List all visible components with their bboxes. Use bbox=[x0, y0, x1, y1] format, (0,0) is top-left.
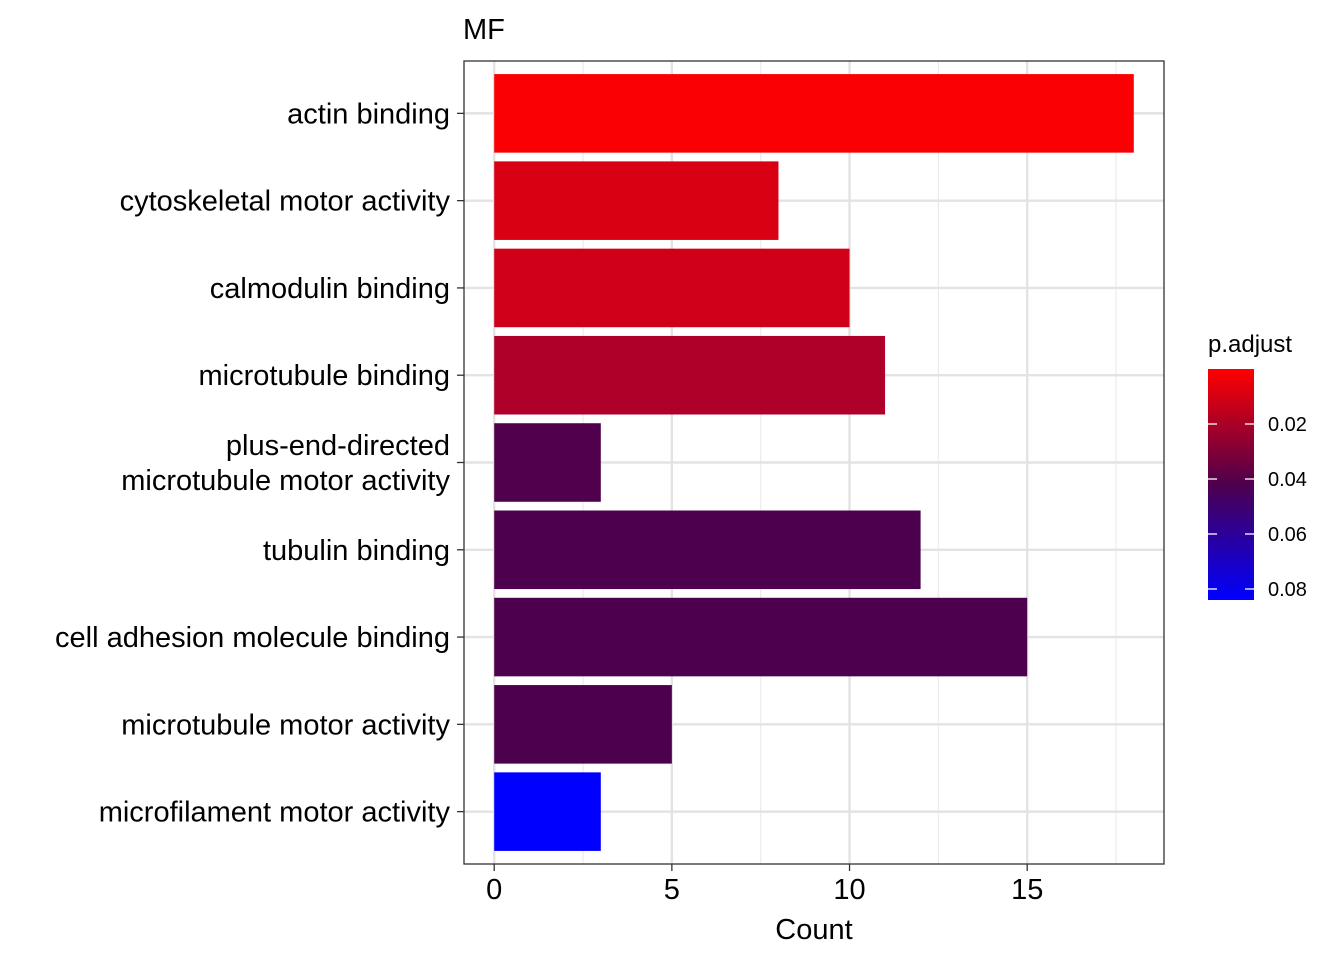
x-tick-label: 15 bbox=[1011, 874, 1043, 906]
chart-title: MF bbox=[463, 14, 505, 46]
y-axis: actin binding cytoskeletal motor activity… bbox=[55, 98, 464, 829]
legend-tick-label: 0.06 bbox=[1268, 524, 1307, 546]
bar-calmodulin-binding bbox=[494, 248, 850, 328]
x-tick-label: 0 bbox=[486, 874, 502, 906]
bar-microtubule-motor-activity bbox=[494, 685, 672, 764]
bar-plus-end-directed-microtubule-motor-activity bbox=[494, 423, 601, 502]
y-tick-label: tubulin binding bbox=[263, 535, 450, 567]
bar-cell-adhesion-molecule-binding bbox=[494, 597, 1028, 677]
bar-actin-binding bbox=[494, 74, 1134, 153]
bar-cytoskeletal-motor-activity bbox=[494, 161, 779, 240]
y-tick-label: microtubule motor activity bbox=[121, 709, 450, 741]
x-axis: 0 5 10 15 bbox=[486, 864, 1043, 906]
x-tick-label: 10 bbox=[833, 874, 865, 906]
y-tick-label: actin binding bbox=[287, 98, 450, 130]
legend-colorbar bbox=[1208, 369, 1254, 600]
y-tick-label: microtubule binding bbox=[199, 360, 450, 392]
color-legend: p.adjust 0.02 0.04 0.06 0.08 bbox=[1208, 331, 1307, 601]
x-axis-title: Count bbox=[775, 914, 852, 946]
y-tick-label: calmodulin binding bbox=[210, 273, 450, 305]
y-tick-label: cell adhesion molecule binding bbox=[55, 622, 450, 654]
legend-title: p.adjust bbox=[1208, 331, 1292, 358]
plot-panel bbox=[463, 60, 1165, 865]
legend-tick-label: 0.08 bbox=[1268, 579, 1307, 601]
bar-tubulin-binding bbox=[494, 510, 921, 590]
bar-microfilament-motor-activity bbox=[494, 772, 601, 851]
y-tick-label: microtubule motor activity bbox=[121, 465, 450, 497]
y-tick-label: microfilament motor activity bbox=[99, 797, 451, 829]
x-tick-label: 5 bbox=[664, 874, 680, 906]
bar-microtubule-binding bbox=[494, 335, 886, 415]
y-tick-label: cytoskeletal motor activity bbox=[120, 186, 451, 218]
y-tick-label: plus-end-directed bbox=[226, 430, 450, 462]
legend-tick-label: 0.02 bbox=[1268, 414, 1307, 436]
legend-tick-label: 0.04 bbox=[1268, 469, 1307, 491]
